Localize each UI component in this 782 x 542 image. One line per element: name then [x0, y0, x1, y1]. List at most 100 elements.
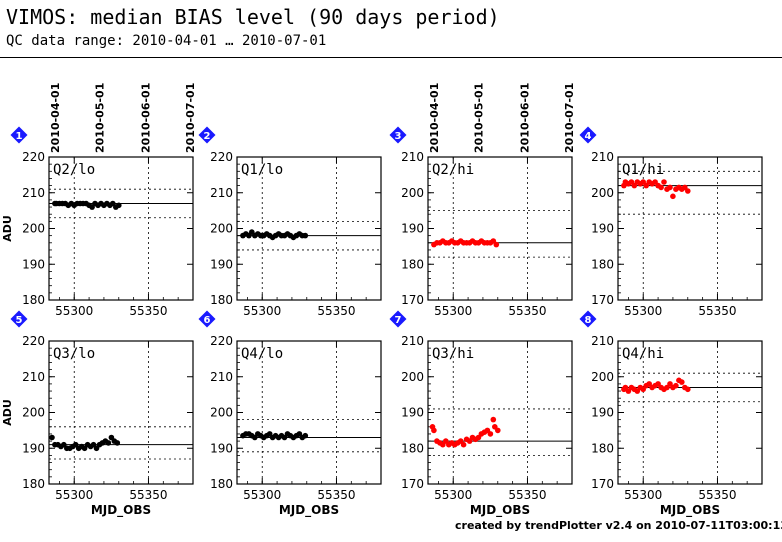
- y-tick-label: 220: [22, 150, 45, 164]
- data-point: [673, 382, 679, 389]
- y-tick-label: 200: [401, 370, 424, 384]
- panel-badge-icon: [198, 126, 216, 144]
- y-tick-label: 200: [401, 186, 424, 200]
- y-tick-label: 210: [210, 186, 233, 200]
- data-point: [658, 184, 664, 191]
- y-tick-label: 190: [22, 441, 45, 455]
- y-tick-label: 200: [591, 370, 614, 384]
- data-point: [302, 232, 309, 239]
- x-tick-label: 55300: [243, 304, 281, 318]
- x-tick-label: 55300: [55, 488, 93, 502]
- plot-frame: [427, 156, 573, 301]
- plot-frame: [617, 156, 763, 301]
- data-point: [679, 379, 685, 385]
- y-tick-label: 170: [591, 477, 614, 491]
- panel-badge-number: 2: [204, 131, 211, 142]
- x-axis-label: MJD_OBS: [91, 503, 151, 518]
- panel-badge-icon: [389, 310, 407, 328]
- trend-panel: 170 180 190 200 210 55300 55350 Q2/hi 3 2010-04-0…: [389, 83, 576, 318]
- x-tick-label: 55350: [508, 488, 546, 502]
- y-tick-label: 200: [591, 186, 614, 200]
- y-tick-label: 190: [591, 222, 614, 236]
- x-tick-label: 55300: [55, 304, 93, 318]
- panel-badge-icon: [579, 126, 597, 144]
- date-tick-label: 2010-04-01: [428, 83, 441, 153]
- y-tick-label: 180: [210, 293, 233, 307]
- data-point: [114, 440, 121, 446]
- y-tick-label: 180: [401, 257, 424, 271]
- panel-badge-icon: [198, 310, 216, 328]
- y-tick-label: 180: [591, 441, 614, 455]
- panel-badge-icon: [579, 310, 597, 328]
- y-tick-label: 180: [22, 293, 45, 307]
- data-point: [685, 188, 691, 194]
- trend-panel: 180 190 200 210 220 55300 55350 Q3/lo 5 ADU MJD_OB…: [1, 310, 194, 518]
- y-tick-label: 200: [22, 406, 45, 420]
- x-tick-label: 55350: [317, 304, 355, 318]
- x-tick-label: 55300: [434, 488, 472, 502]
- panel-badge-number: 7: [395, 315, 402, 326]
- y-tick-label: 170: [401, 477, 424, 491]
- data-point: [490, 416, 497, 423]
- y-tick-label: 220: [22, 334, 45, 348]
- y-tick-label: 180: [401, 441, 424, 455]
- title-divider: [0, 57, 782, 58]
- y-tick-label: 190: [591, 406, 614, 420]
- panel-badge-number: 4: [585, 131, 592, 142]
- data-point: [302, 432, 309, 439]
- x-axis-label: MJD_OBS: [470, 503, 530, 518]
- panel-label: Q2/lo: [53, 162, 95, 178]
- data-point: [493, 241, 500, 248]
- x-tick-label: 55300: [243, 488, 281, 502]
- x-tick-label: 55350: [317, 488, 355, 502]
- date-tick-label: 2010-07-01: [563, 83, 576, 153]
- date-tick-label: 2010-05-01: [93, 83, 106, 153]
- date-tick-label: 2010-04-01: [49, 83, 62, 153]
- x-tick-label: 55300: [624, 304, 662, 318]
- trend-panel: 180 190 200 210 220 55300 55350 Q1/lo 2: [198, 126, 382, 318]
- data-point: [49, 434, 55, 441]
- trend-panel: 180 190 200 210 220 55300 55350 Q2/lo 1 ADU 2010-0…: [1, 83, 197, 318]
- data-point: [116, 202, 122, 209]
- y-axis-label: ADU: [1, 399, 14, 426]
- panel-label: Q3/lo: [53, 346, 95, 362]
- y-tick-label: 210: [401, 334, 424, 348]
- panel-badge-number: 1: [16, 131, 23, 142]
- data-point: [460, 441, 467, 448]
- panel-label: Q1/hi: [622, 162, 664, 178]
- data-point: [667, 184, 673, 191]
- y-tick-label: 200: [210, 406, 233, 420]
- y-tick-label: 180: [591, 257, 614, 271]
- x-tick-label: 55350: [129, 304, 167, 318]
- plot-frame: [236, 156, 382, 301]
- date-tick-label: 2010-06-01: [139, 83, 152, 153]
- y-tick-label: 170: [401, 293, 424, 307]
- y-tick-label: 190: [401, 406, 424, 420]
- data-point: [685, 386, 691, 393]
- y-tick-label: 210: [210, 370, 233, 384]
- data-point: [495, 427, 501, 434]
- plot-frame: [48, 156, 194, 301]
- y-tick-label: 170: [591, 293, 614, 307]
- y-tick-label: 210: [22, 186, 45, 200]
- y-tick-label: 220: [210, 334, 233, 348]
- panel-badge-icon: [389, 126, 407, 144]
- date-tick-label: 2010-06-01: [518, 83, 531, 153]
- y-tick-label: 190: [22, 257, 45, 271]
- y-tick-label: 210: [22, 370, 45, 384]
- y-tick-label: 190: [210, 257, 233, 271]
- x-tick-label: 55300: [434, 304, 472, 318]
- y-tick-label: 180: [210, 477, 233, 491]
- panel-badge-number: 3: [395, 131, 402, 142]
- x-axis-label: MJD_OBS: [279, 503, 339, 518]
- y-axis-label: ADU: [1, 215, 14, 242]
- y-tick-label: 210: [591, 150, 614, 164]
- plot-frame: [427, 340, 573, 485]
- page-subtitle: QC data range: 2010-04-01 … 2010-07-01: [6, 33, 327, 49]
- y-tick-label: 200: [22, 222, 45, 236]
- panel-label: Q3/hi: [432, 346, 474, 362]
- panel-badge-number: 5: [16, 315, 23, 326]
- panel-label: Q1/lo: [241, 162, 283, 178]
- plot-frame: [617, 340, 763, 485]
